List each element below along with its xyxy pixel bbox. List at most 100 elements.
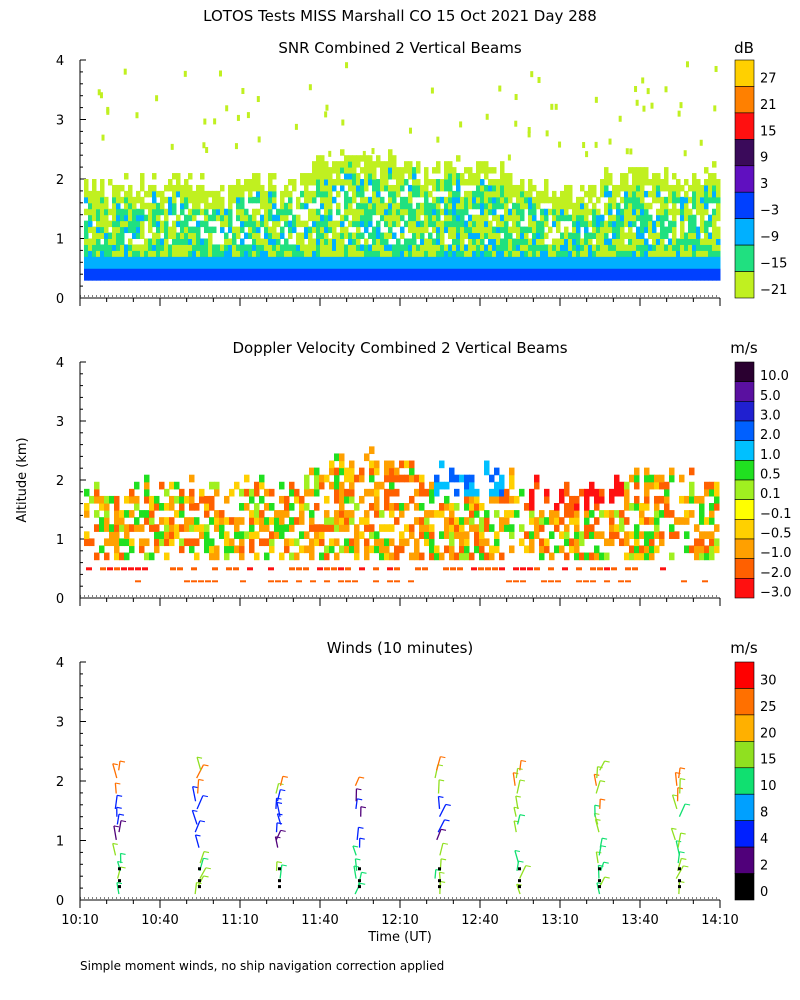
snr-cell (280, 214, 285, 222)
snr-cell (444, 184, 449, 192)
snr-cell (536, 232, 541, 239)
snr-cell (208, 256, 213, 263)
snr-cell (96, 190, 101, 198)
snr-cell (632, 190, 637, 198)
snr-cell (432, 214, 437, 222)
snr-cell (640, 220, 645, 228)
snr-cell (424, 256, 429, 263)
snr-cell (308, 262, 313, 269)
snr-cell (680, 244, 685, 251)
snr-cell (188, 173, 193, 180)
doppler-cell (164, 503, 170, 511)
doppler-cell (334, 538, 340, 547)
footnote: Simple moment winds, no ship navigation … (80, 959, 444, 973)
doppler-cell (274, 524, 280, 532)
doppler-cell (634, 474, 640, 483)
snr-cell (212, 190, 217, 198)
snr-cell (596, 226, 601, 234)
y-axis-label: Altitude (km) (15, 437, 30, 522)
snr-cell (664, 202, 669, 210)
doppler-cell (399, 545, 405, 554)
snr-cell (268, 208, 273, 216)
snr-cell (244, 262, 249, 269)
snr-cell (252, 184, 257, 192)
wind-barb-flag (671, 827, 677, 830)
snr-cell (620, 220, 625, 228)
snr-cell (420, 250, 425, 257)
snr-cell (252, 244, 257, 251)
snr-cell (696, 250, 701, 257)
snr-cell (328, 196, 333, 204)
doppler-cell (574, 510, 580, 518)
panel2-unit: m/s (730, 339, 758, 357)
snr-cell (288, 232, 293, 239)
snr-cell (116, 208, 121, 216)
snr-cell (456, 244, 461, 251)
snr-cell (684, 232, 689, 239)
colorbar-label: 15 (760, 753, 777, 768)
snr-cell (400, 274, 405, 281)
wind-barb (437, 819, 446, 833)
snr-cell (528, 179, 533, 186)
snr-cell (120, 208, 125, 216)
snr-cell (400, 244, 405, 251)
doppler-cell (659, 474, 665, 483)
snr-cell (216, 214, 221, 222)
snr-cell (500, 250, 505, 257)
snr-cell (296, 220, 301, 228)
doppler-layer (345, 567, 351, 571)
doppler-cell (94, 495, 100, 504)
doppler-cell (449, 538, 455, 547)
doppler-cell (564, 510, 570, 518)
snr-cell (540, 274, 545, 281)
snr-cell (632, 244, 637, 251)
doppler-cell (589, 510, 595, 518)
doppler-cell (319, 552, 325, 561)
doppler-cell (559, 517, 565, 525)
snr-speck (642, 105, 646, 112)
snr-cell (156, 244, 161, 251)
snr-cell (328, 262, 333, 269)
doppler-cell (399, 460, 405, 469)
snr-cell (284, 268, 289, 275)
snr-cell (628, 268, 633, 275)
snr-cell (88, 250, 93, 257)
snr-cell (496, 232, 501, 239)
doppler-cell (444, 481, 450, 490)
doppler-cell (629, 531, 635, 539)
snr-cell (320, 167, 325, 174)
snr-marker (248, 272, 254, 281)
x-tick-label: 12:10 (381, 913, 418, 928)
doppler-cell (449, 467, 455, 476)
doppler-cell (344, 538, 350, 547)
snr-cell (316, 262, 321, 269)
snr-cell (636, 256, 641, 263)
doppler-cell (349, 467, 355, 476)
doppler-cell (139, 538, 145, 547)
snr-cell (420, 238, 425, 245)
snr-cell (84, 250, 89, 257)
snr-cell (468, 250, 473, 257)
doppler-cell (334, 481, 340, 490)
snr-cell (524, 190, 529, 198)
snr-cell (236, 256, 241, 263)
snr-cell (592, 184, 597, 192)
doppler-cell (219, 510, 225, 518)
snr-cell (716, 226, 721, 234)
doppler-cell (289, 552, 295, 561)
snr-cell (92, 238, 97, 245)
snr-cell (340, 262, 345, 269)
snr-marker (545, 272, 551, 281)
snr-cell (284, 190, 289, 198)
snr-cell (548, 250, 553, 257)
snr-cell (664, 179, 669, 186)
doppler-cell (529, 545, 535, 554)
snr-cell (104, 250, 109, 257)
snr-cell (352, 238, 357, 245)
snr-cell (712, 196, 717, 204)
snr-cell (360, 268, 365, 275)
snr-cell (680, 238, 685, 245)
colorbar-label: −0.1 (760, 507, 792, 522)
wind-marker (598, 879, 601, 883)
snr-cell (164, 250, 169, 257)
